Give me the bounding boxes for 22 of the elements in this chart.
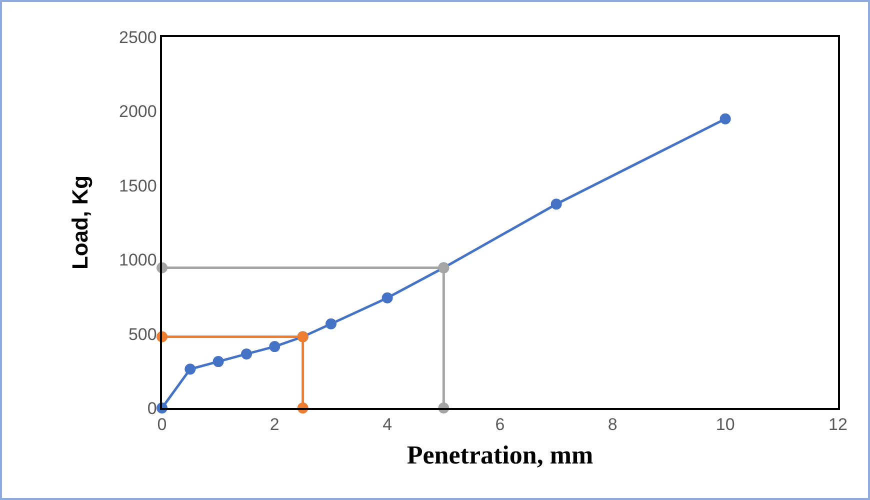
x-tick-label: 6 — [495, 415, 505, 434]
y-tick-label: 2500 — [119, 28, 157, 47]
x-tick-label: 2 — [270, 415, 280, 434]
y-tick-label: 0 — [147, 398, 157, 418]
x-tick-label: 10 — [716, 415, 735, 434]
y-axis-title: Load, Kg — [67, 175, 92, 270]
x-tick-label: 4 — [382, 415, 392, 434]
y-tick-label: 1500 — [119, 176, 157, 196]
point — [212, 356, 224, 368]
y-tick-label: 500 — [128, 324, 157, 344]
x-axis-title: Penetration, mm — [406, 440, 594, 470]
point — [326, 318, 336, 330]
point — [241, 348, 252, 360]
point — [184, 364, 196, 375]
y-tick-label: 1000 — [119, 250, 157, 270]
point — [720, 113, 731, 124]
y-tick-label: 2000 — [119, 102, 157, 122]
point — [269, 341, 280, 352]
point — [382, 292, 393, 304]
x-tick-label: 12 — [828, 415, 848, 434]
point — [550, 198, 562, 210]
x-tick-label: 8 — [608, 415, 618, 434]
